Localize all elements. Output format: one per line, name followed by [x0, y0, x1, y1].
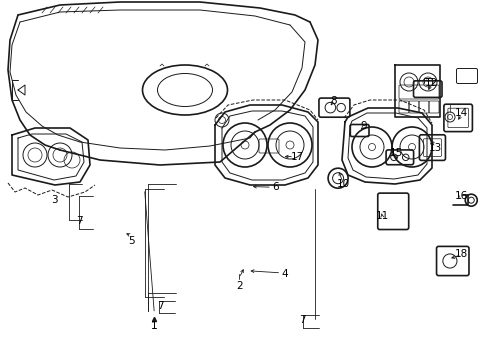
Text: 14: 14 [455, 108, 468, 118]
Text: 16: 16 [455, 191, 468, 201]
Circle shape [368, 144, 375, 150]
Text: 11: 11 [375, 211, 389, 221]
Text: 1: 1 [151, 321, 158, 331]
Text: 2: 2 [236, 281, 243, 291]
Text: 3: 3 [51, 195, 58, 205]
Circle shape [241, 141, 249, 149]
Text: 13: 13 [428, 143, 442, 153]
Text: 7: 7 [76, 216, 83, 226]
Text: 15: 15 [390, 148, 404, 158]
Text: 18: 18 [455, 249, 468, 259]
Circle shape [409, 144, 416, 150]
Text: 6: 6 [272, 182, 279, 192]
Text: 12: 12 [424, 78, 438, 88]
Text: 5: 5 [128, 236, 135, 246]
Text: 1: 1 [151, 321, 158, 331]
Text: 10: 10 [337, 179, 349, 189]
Text: 17: 17 [291, 152, 305, 162]
Text: 9: 9 [360, 121, 367, 131]
Text: 4: 4 [282, 269, 289, 279]
Text: 7: 7 [299, 315, 306, 325]
Text: 7: 7 [157, 301, 164, 311]
Circle shape [286, 141, 294, 149]
Text: 8: 8 [330, 96, 337, 106]
